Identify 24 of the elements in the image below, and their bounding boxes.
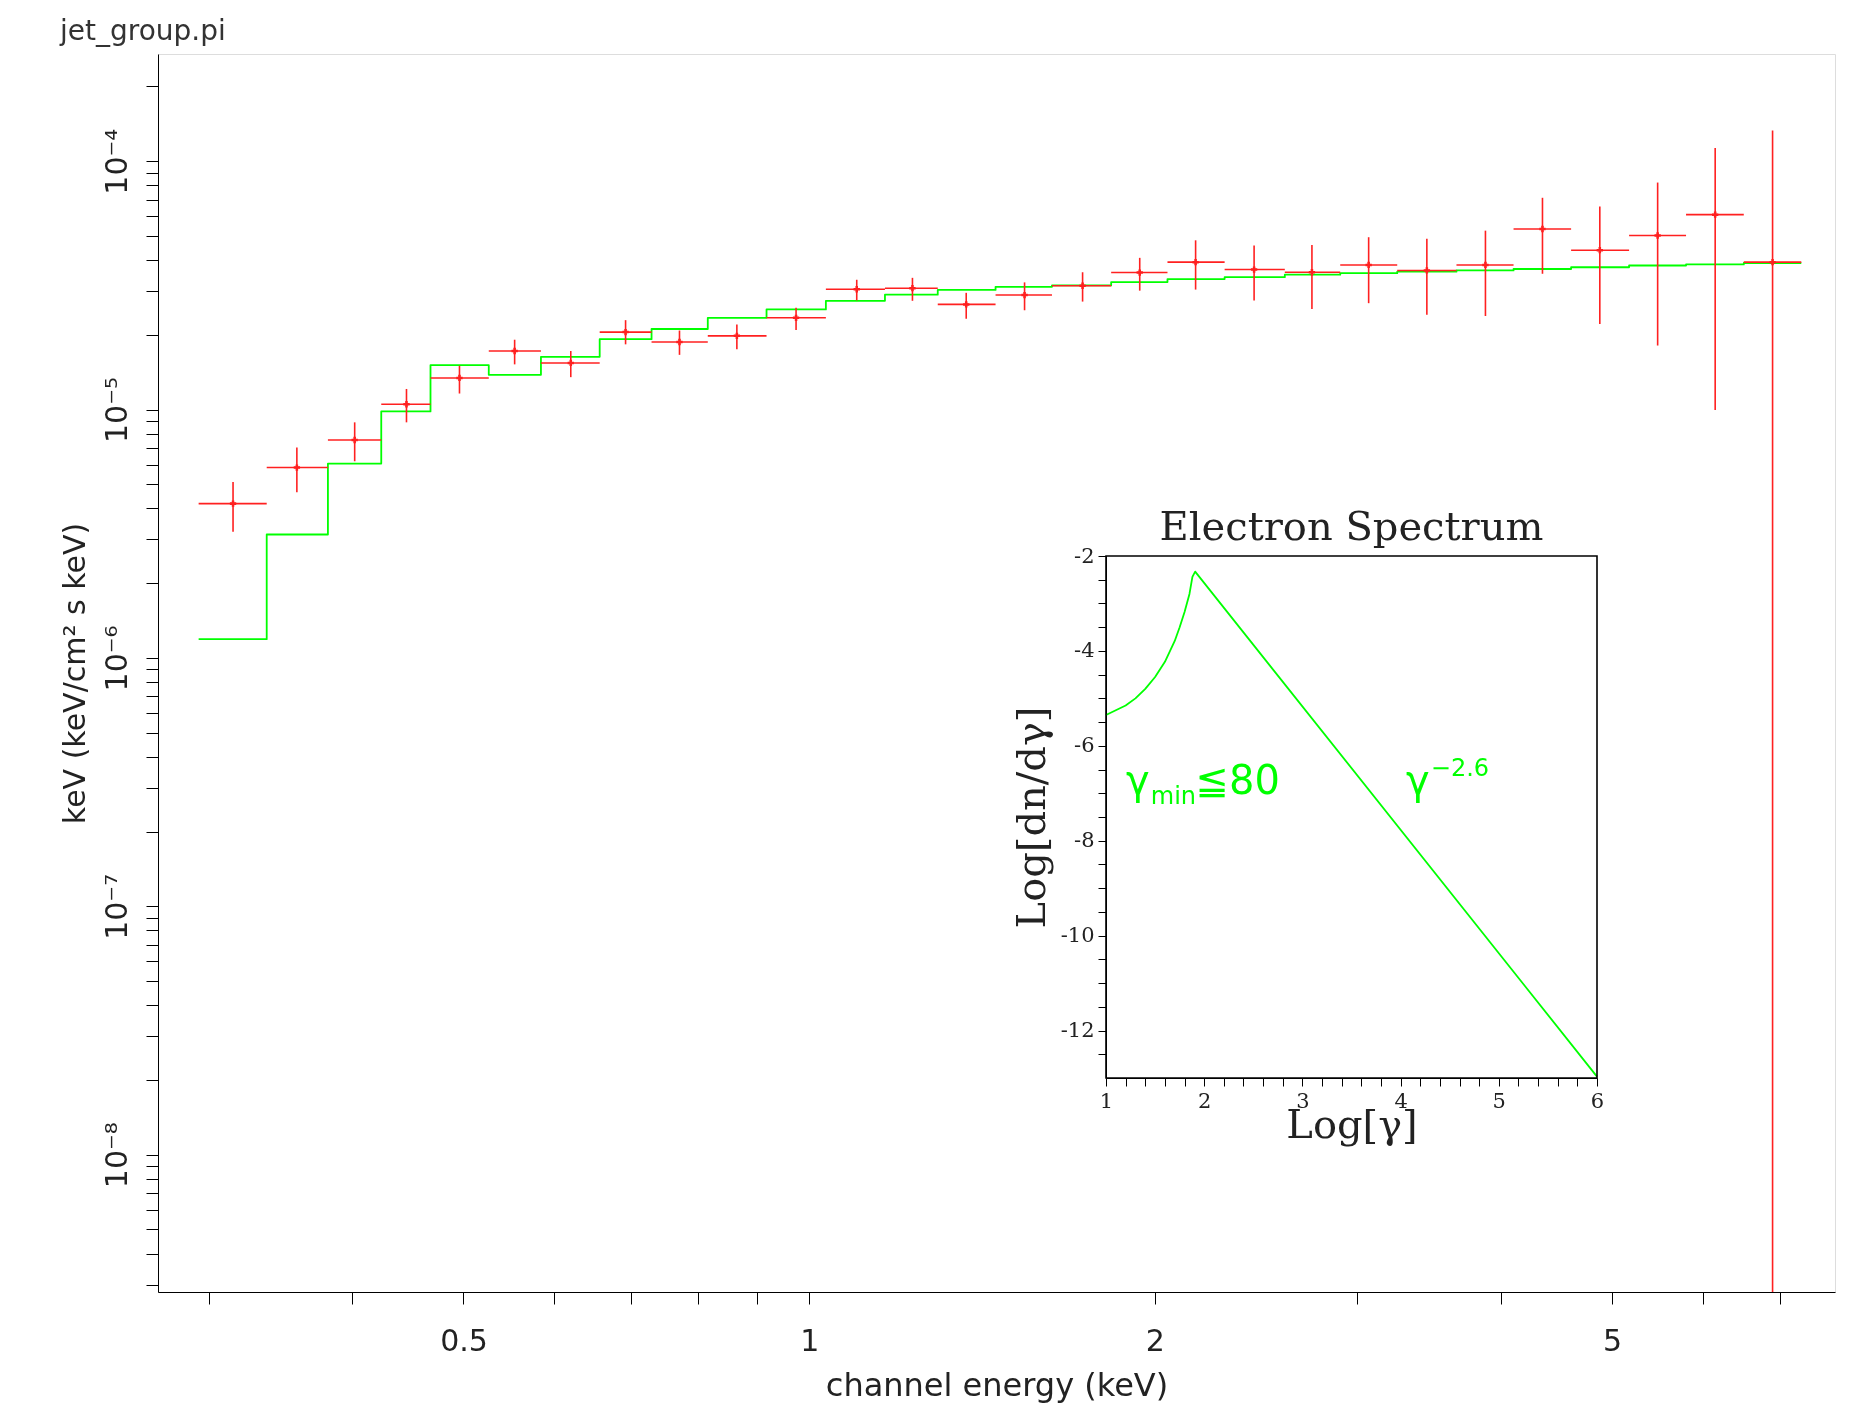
- x-tick-label: 5: [1602, 1322, 1622, 1358]
- x-tick-label: 1: [800, 1322, 820, 1358]
- y-tick-label: -8: [1074, 828, 1095, 853]
- y-tick-label: 10⁻⁶: [98, 625, 134, 692]
- x-tick-label: 2: [1198, 1088, 1212, 1113]
- x-tick-label: 6: [1590, 1088, 1605, 1113]
- y-tick-label: 10⁻⁸: [98, 1122, 134, 1189]
- y-tick-label: 10⁻⁷: [98, 873, 134, 940]
- y-tick-label: -10: [1060, 923, 1095, 948]
- x-tick-label: 2: [1145, 1322, 1165, 1358]
- y-tick-label: -6: [1074, 733, 1095, 758]
- y-tick-label: -4: [1074, 638, 1095, 663]
- y-tick-label: -2: [1074, 543, 1095, 568]
- x-tick-label: 0.5: [440, 1322, 488, 1358]
- x-tick-label: 1: [1099, 1088, 1114, 1113]
- x-axis-title: channel energy (keV): [825, 1365, 1169, 1404]
- y-tick-label: 10⁻⁵: [98, 377, 134, 444]
- y-axis-title: Log[dn/dγ]: [1007, 706, 1054, 929]
- y-tick-label: 10⁻⁴: [98, 128, 134, 195]
- chart-title: Electron Spectrum: [1159, 503, 1544, 549]
- chart-title: jet_group.pi: [59, 14, 226, 47]
- x-tick-label: 5: [1492, 1088, 1506, 1113]
- y-axis-title: keV (keV/cm² s keV): [56, 522, 92, 825]
- y-tick-label: -12: [1060, 1018, 1095, 1043]
